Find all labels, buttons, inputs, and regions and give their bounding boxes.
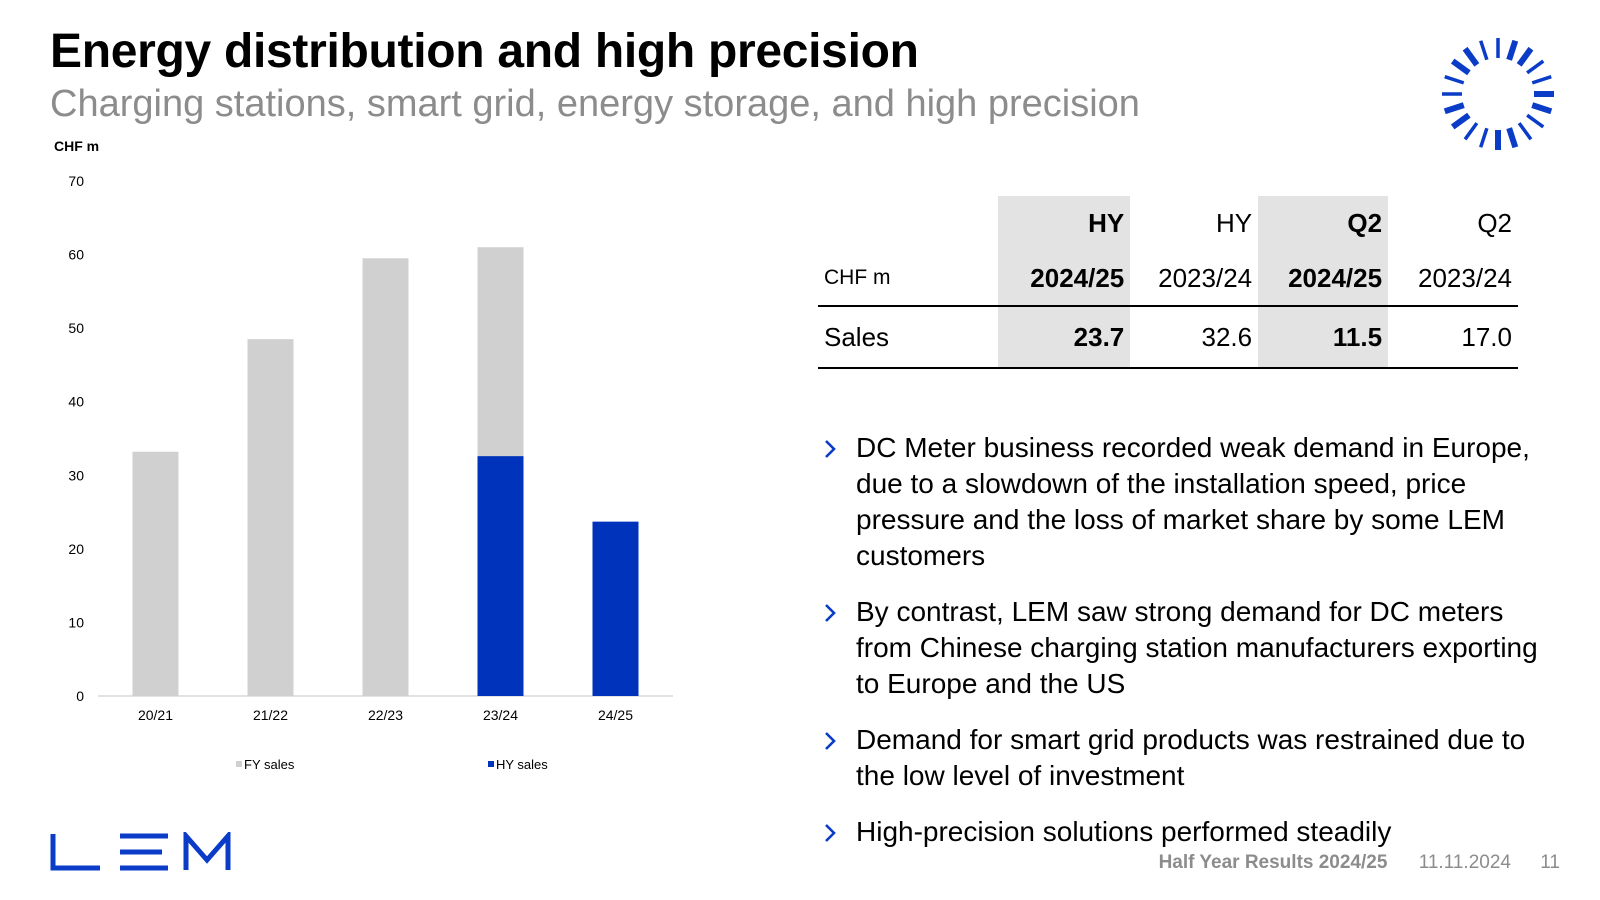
table-cell: 17.0 <box>1388 306 1518 369</box>
x-tick-label: 24/25 <box>598 707 633 723</box>
table-row-label: Sales <box>818 306 999 369</box>
table-header-period: Q2 <box>1258 196 1389 251</box>
table-header-year: 2023/24 <box>1388 251 1518 307</box>
legend-label: HY sales <box>496 757 548 772</box>
list-item: High-precision solutions performed stead… <box>822 814 1562 850</box>
x-tick-label: 21/22 <box>253 707 288 723</box>
bullet-list: DC Meter business recorded weak demand i… <box>822 430 1562 870</box>
sunburst-ray <box>1443 102 1465 115</box>
sunburst-logo-icon <box>1442 38 1554 150</box>
sunburst-ray <box>1463 122 1479 141</box>
slide-title: Energy distribution and high precision <box>50 25 919 78</box>
sunburst-ray <box>1479 40 1489 61</box>
bar-fy-sales <box>132 451 179 696</box>
table-cell: 11.5 <box>1258 306 1389 369</box>
table-unit-label: CHF m <box>818 251 999 307</box>
table-header-year: 2023/24 <box>1130 251 1259 307</box>
y-tick-label: 20 <box>68 541 84 557</box>
x-tick-label: 22/23 <box>368 707 403 723</box>
sunburst-ray <box>1444 75 1465 85</box>
y-tick-label: 70 <box>68 173 84 189</box>
sales-table: HY HY Q2 Q2 CHF m 2024/25 2023/24 2024/25 2023/2… <box>818 196 1518 369</box>
sunburst-ray <box>1450 112 1471 130</box>
chevron-right-icon <box>825 824 836 842</box>
slide-subtitle: Charging stations, smart grid, energy st… <box>50 83 1140 125</box>
y-tick-label: 50 <box>68 320 84 336</box>
y-tick-label: 60 <box>68 247 84 263</box>
bullet-text: By contrast, LEM saw strong demand for D… <box>856 596 1538 699</box>
table-header-period: HY <box>998 196 1131 251</box>
table-row: Sales 23.7 32.6 11.5 17.0 <box>818 306 1518 369</box>
footer-date: 11.11.2024 <box>1418 852 1511 873</box>
chevron-right-icon <box>825 604 836 622</box>
lem-logo <box>50 832 231 871</box>
legend-swatch <box>236 761 242 767</box>
table-cell: 23.7 <box>998 306 1131 369</box>
sales-bar-chart: CHF m 0 10 20 30 40 50 60 70 20/21 21/22 22/23 23/24… <box>54 138 673 772</box>
bar-fy-sales <box>362 258 409 696</box>
x-tick-label: 20/21 <box>138 707 173 723</box>
legend-label: FY sales <box>244 757 295 772</box>
list-item: By contrast, LEM saw strong demand for D… <box>822 594 1562 702</box>
sunburst-ray <box>1506 127 1519 149</box>
bullet-text: Demand for smart grid products was restr… <box>856 724 1526 791</box>
sunburst-ray <box>1506 39 1519 61</box>
table-header-year: 2024/25 <box>1258 251 1389 307</box>
sunburst-ray <box>1462 46 1480 67</box>
footer-page-number: 11 <box>1540 852 1560 873</box>
y-tick-label: 0 <box>76 688 84 704</box>
bar-hy-sales <box>477 456 524 696</box>
table-header-period: HY <box>1215 208 1253 238</box>
sunburst-ray <box>1531 102 1553 115</box>
table-cell: 32.6 <box>1130 306 1259 369</box>
x-tick-label: 23/24 <box>483 707 518 723</box>
table-header-blank <box>818 196 998 251</box>
bullet-text: DC Meter business recorded weak demand i… <box>856 432 1530 571</box>
y-tick-label: 30 <box>68 467 84 483</box>
bar-hy-sales <box>592 521 639 696</box>
table-header-year: 2024/25 <box>998 251 1131 307</box>
table-header-period: Q2 <box>1477 208 1512 238</box>
sunburst-ray <box>1526 113 1545 129</box>
list-item: Demand for smart grid products was restr… <box>822 722 1562 794</box>
sunburst-ray <box>1526 59 1545 75</box>
y-tick-label: 10 <box>68 614 84 630</box>
chart-unit-label: CHF m <box>54 138 99 154</box>
bar-fy-sales <box>247 339 294 696</box>
sunburst-ray <box>1479 127 1489 148</box>
y-tick-label: 40 <box>68 394 84 410</box>
sunburst-ray <box>1517 122 1533 141</box>
footer-title: Half Year Results 2024/25 <box>1158 852 1388 873</box>
legend-swatch <box>488 761 494 767</box>
footer: Half Year Results 2024/25 11.11.2024 11 <box>1159 852 1560 874</box>
bullet-text: High-precision solutions performed stead… <box>856 816 1392 847</box>
list-item: DC Meter business recorded weak demand i… <box>822 430 1562 574</box>
sunburst-ray <box>1516 46 1534 67</box>
chevron-right-icon <box>825 440 836 458</box>
sunburst-ray <box>1531 75 1552 85</box>
chevron-right-icon <box>825 732 836 750</box>
sunburst-ray <box>1450 58 1471 76</box>
